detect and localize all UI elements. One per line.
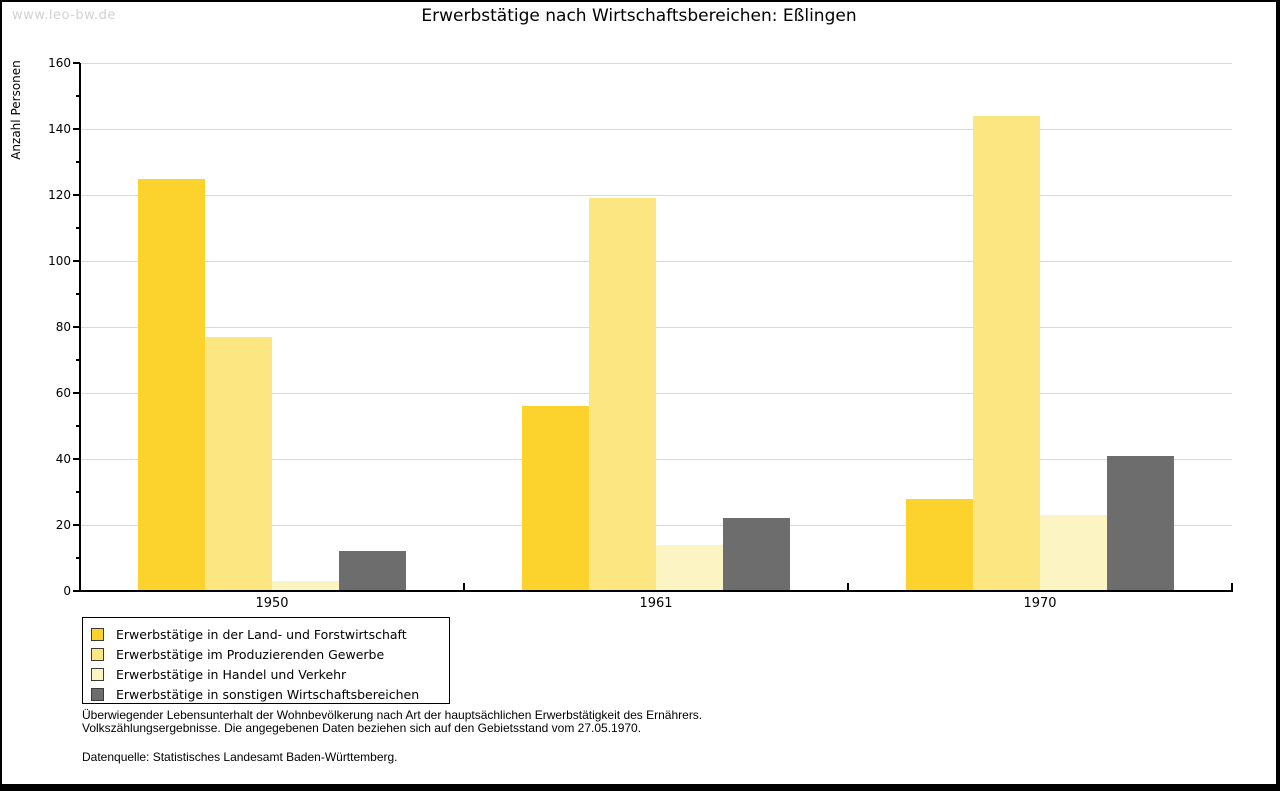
legend-item: Erwerbstätige in sonstigen Wirtschaftsbe… bbox=[91, 684, 449, 704]
y-axis-tick bbox=[73, 392, 80, 394]
y-axis-tick bbox=[76, 557, 80, 559]
legend-swatch bbox=[91, 647, 104, 661]
y-axis-label: Anzahl Personen bbox=[9, 60, 23, 160]
y-axis-tick bbox=[76, 227, 80, 229]
y-axis-tick bbox=[73, 62, 80, 64]
bar bbox=[339, 551, 406, 591]
gridline bbox=[81, 525, 1232, 526]
bar bbox=[656, 544, 723, 591]
footnote-line-1: Überwiegender Lebensunterhalt der Wohnbe… bbox=[82, 708, 703, 722]
y-tick-label: 120 bbox=[48, 188, 71, 202]
bar bbox=[138, 178, 205, 591]
watermark: www.leo-bw.de bbox=[12, 8, 116, 23]
gridline bbox=[81, 327, 1232, 328]
y-axis-tick bbox=[76, 161, 80, 163]
legend-item: Erwerbstätige in Handel und Verkehr bbox=[91, 664, 449, 684]
x-tick-label: 1950 bbox=[255, 596, 289, 611]
legend-item: Erwerbstätige im Produzierenden Gewerbe bbox=[91, 644, 449, 664]
chart-title: Erwerbstätige nach Wirtschaftsbereichen:… bbox=[421, 6, 857, 26]
y-axis-tick bbox=[76, 491, 80, 493]
y-axis-tick bbox=[73, 458, 80, 460]
legend-swatch bbox=[91, 687, 104, 701]
y-axis-line bbox=[79, 63, 81, 592]
bar bbox=[723, 518, 790, 591]
y-tick-label: 80 bbox=[55, 320, 71, 334]
gridline bbox=[81, 195, 1232, 196]
x-tick-label: 1970 bbox=[1023, 596, 1057, 611]
y-tick-label: 0 bbox=[63, 584, 71, 598]
gridline bbox=[81, 393, 1232, 394]
x-tick-label: 1961 bbox=[639, 596, 673, 611]
y-axis-tick bbox=[76, 293, 80, 295]
y-tick-label: 140 bbox=[48, 122, 71, 136]
bar bbox=[522, 406, 589, 591]
gridline bbox=[81, 63, 1232, 64]
gridline bbox=[81, 459, 1232, 460]
legend-label: Erwerbstätige im Produzierenden Gewerbe bbox=[116, 646, 385, 662]
footnote-line-2: Volkszählungsergebnisse. Die angegebenen… bbox=[82, 721, 642, 735]
bar bbox=[906, 498, 973, 591]
legend-item: Erwerbstätige in der Land- und Forstwirt… bbox=[91, 624, 449, 644]
y-axis-tick bbox=[73, 194, 80, 196]
y-tick-label: 60 bbox=[55, 386, 71, 400]
bar bbox=[205, 336, 272, 591]
bar bbox=[272, 581, 339, 591]
bar bbox=[589, 198, 656, 591]
bar bbox=[973, 115, 1040, 591]
x-axis-tick bbox=[463, 583, 465, 591]
x-axis-tick bbox=[847, 583, 849, 591]
x-axis-line bbox=[79, 590, 1233, 592]
legend-label: Erwerbstätige in sonstigen Wirtschaftsbe… bbox=[116, 686, 420, 702]
gridline bbox=[81, 129, 1232, 130]
y-axis-tick bbox=[76, 95, 80, 97]
legend-swatch bbox=[91, 627, 104, 641]
y-axis-tick bbox=[76, 359, 80, 361]
y-axis-tick bbox=[76, 425, 80, 427]
legend-label: Erwerbstätige in Handel und Verkehr bbox=[116, 666, 347, 682]
legend: Erwerbstätige in der Land- und Forstwirt… bbox=[82, 617, 450, 704]
y-tick-label: 20 bbox=[55, 518, 71, 532]
y-axis-tick bbox=[73, 326, 80, 328]
legend-label: Erwerbstätige in der Land- und Forstwirt… bbox=[116, 626, 407, 642]
footnote-source: Datenquelle: Statistisches Landesamt Bad… bbox=[82, 750, 398, 764]
y-tick-label: 160 bbox=[48, 56, 71, 70]
y-axis-tick bbox=[73, 260, 80, 262]
legend-swatch bbox=[91, 667, 104, 681]
y-axis-tick bbox=[73, 590, 80, 592]
bar bbox=[1040, 515, 1107, 591]
x-axis-tick bbox=[1231, 583, 1233, 591]
gridline bbox=[81, 261, 1232, 262]
y-tick-label: 100 bbox=[48, 254, 71, 268]
bar bbox=[1107, 455, 1174, 591]
y-axis-tick bbox=[73, 128, 80, 130]
y-tick-label: 40 bbox=[55, 452, 71, 466]
y-axis-tick bbox=[73, 524, 80, 526]
